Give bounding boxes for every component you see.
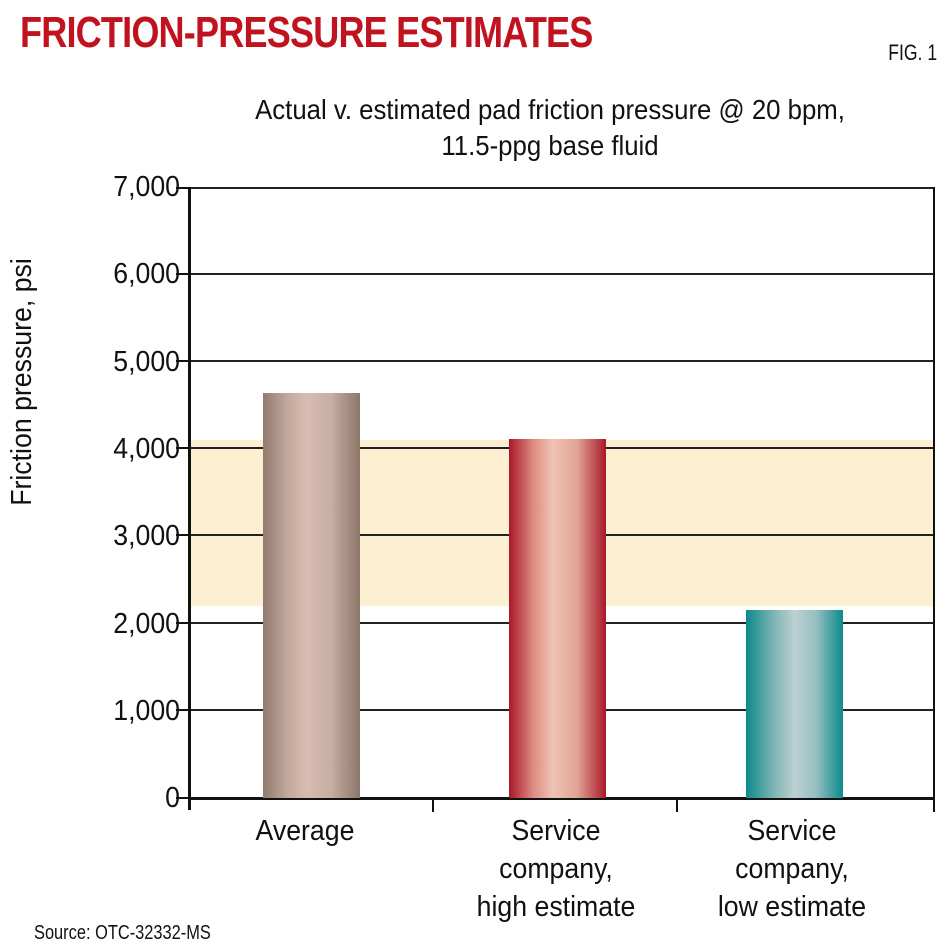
gridline-7000: [190, 187, 935, 189]
y-axis-line: [188, 187, 191, 810]
y-tick: [176, 709, 190, 711]
x-tick: [432, 798, 434, 812]
y-tick: [176, 187, 190, 189]
x-label-low-estimate: Service company, low estimate: [717, 815, 867, 923]
gridline-6000: [190, 273, 935, 275]
y-tick: [176, 360, 190, 362]
x-axis-line: [190, 797, 935, 800]
plot-right-border: [933, 187, 935, 812]
y-tick-label: 0: [165, 782, 180, 814]
bar-high-estimate: [509, 439, 606, 798]
y-tick: [176, 797, 190, 799]
x-label-average: Average: [255, 815, 355, 847]
plot-area: [176, 187, 935, 812]
subtitle-line-2: 11.5-ppg base fluid: [441, 130, 659, 161]
y-tick: [176, 622, 190, 624]
bar-average: [263, 393, 360, 798]
x-tick: [676, 798, 678, 812]
y-axis-label: Friction pressure, psi: [6, 258, 38, 506]
figure-label: FIG. 1: [888, 40, 937, 65]
y-tick: [176, 447, 190, 449]
y-tick-label: 3,000: [113, 520, 180, 552]
y-tick-label: 1,000: [113, 695, 180, 727]
subtitle-line-1: Actual v. estimated pad friction pressur…: [255, 94, 845, 125]
y-tick: [176, 534, 190, 536]
gridline-5000: [190, 360, 935, 362]
y-tick-label: 2,000: [113, 608, 180, 640]
y-tick-label: 6,000: [113, 258, 180, 290]
chart-title: FRICTION-PRESSURE ESTIMATES: [20, 8, 593, 57]
source-note: Source: OTC-32332-MS: [34, 922, 211, 944]
bar-low-estimate: [746, 610, 843, 798]
x-label-high-estimate: Service company, high estimate: [476, 815, 636, 923]
y-tick-label: 7,000: [113, 171, 180, 203]
y-tick: [176, 273, 190, 275]
y-tick-label: 4,000: [113, 433, 180, 465]
y-tick-label: 5,000: [113, 346, 180, 378]
chart-subtitle: Actual v. estimated pad friction pressur…: [182, 92, 918, 164]
